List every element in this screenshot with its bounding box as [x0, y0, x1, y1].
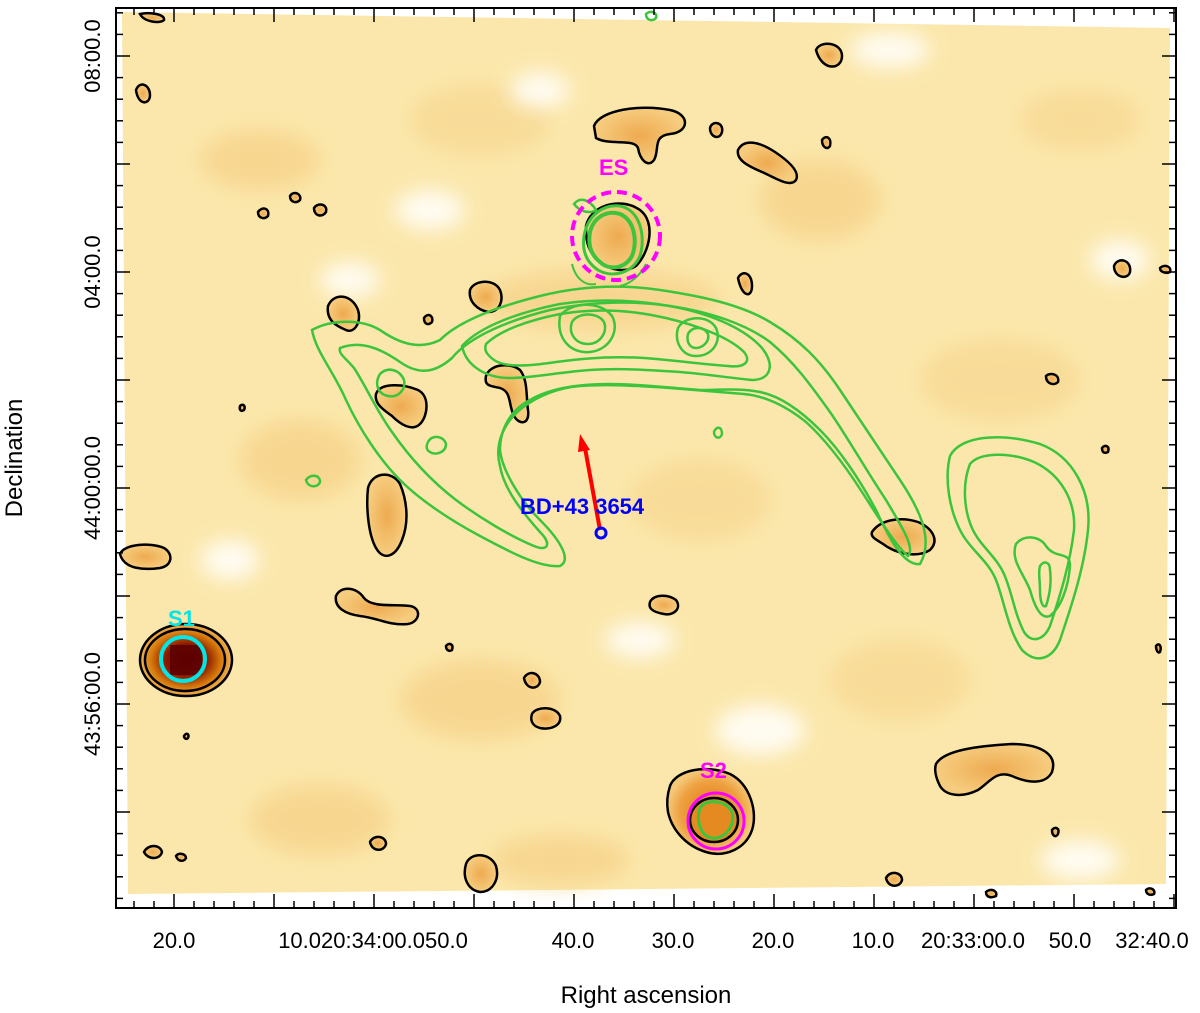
star-marker — [594, 526, 608, 540]
s2-label: S2 — [700, 758, 727, 783]
s1-label: S1 — [168, 606, 195, 631]
y-tick-label: 04:00.0 — [80, 235, 105, 308]
x-tick-label: 50.0 — [1049, 928, 1092, 953]
y-axis-title: Declination — [1, 399, 28, 518]
es-label: ES — [599, 155, 628, 180]
axis-ticks — [116, 8, 1176, 908]
star-label: BD+43 3654 — [520, 494, 645, 519]
s2-marker-circle — [686, 791, 746, 851]
y-tick-label: 43:56:00.0 — [80, 652, 105, 756]
green-contours — [304, 10, 1090, 660]
plot-frame — [115, 7, 1177, 909]
s1-marker-circle — [159, 635, 207, 683]
proper-motion-arrow — [578, 434, 602, 531]
y-tick-labels: 08:00.0 04:00.0 44:00:00.0 43:56:00.0 — [80, 19, 105, 756]
y-tick-label: 08:00.0 — [80, 19, 105, 92]
x-tick-label: 40.0 — [552, 928, 595, 953]
y-tick-label: 44:00:00.0 — [80, 436, 105, 540]
x-axis-title: Right ascension — [561, 982, 732, 1009]
x-tick-labels: 20.0 10.020:34:00.050.0 40.0 30.0 20.0 1… — [153, 928, 1189, 953]
x-tick-label: 20.0 — [153, 928, 196, 953]
x-tick-label: 20:33:00.0 — [921, 928, 1025, 953]
x-tick-label: 10.0 — [852, 928, 895, 953]
x-tick-label: 20.0 — [752, 928, 795, 953]
es-marker-circle — [570, 190, 662, 282]
x-tick-label: 30.0 — [652, 928, 695, 953]
s2-source — [665, 767, 756, 855]
x-tick-label: 32:40.0 — [1115, 928, 1188, 953]
s1-source — [138, 622, 234, 698]
x-tick-label: 10.020:34:00.050.0 — [278, 928, 468, 953]
